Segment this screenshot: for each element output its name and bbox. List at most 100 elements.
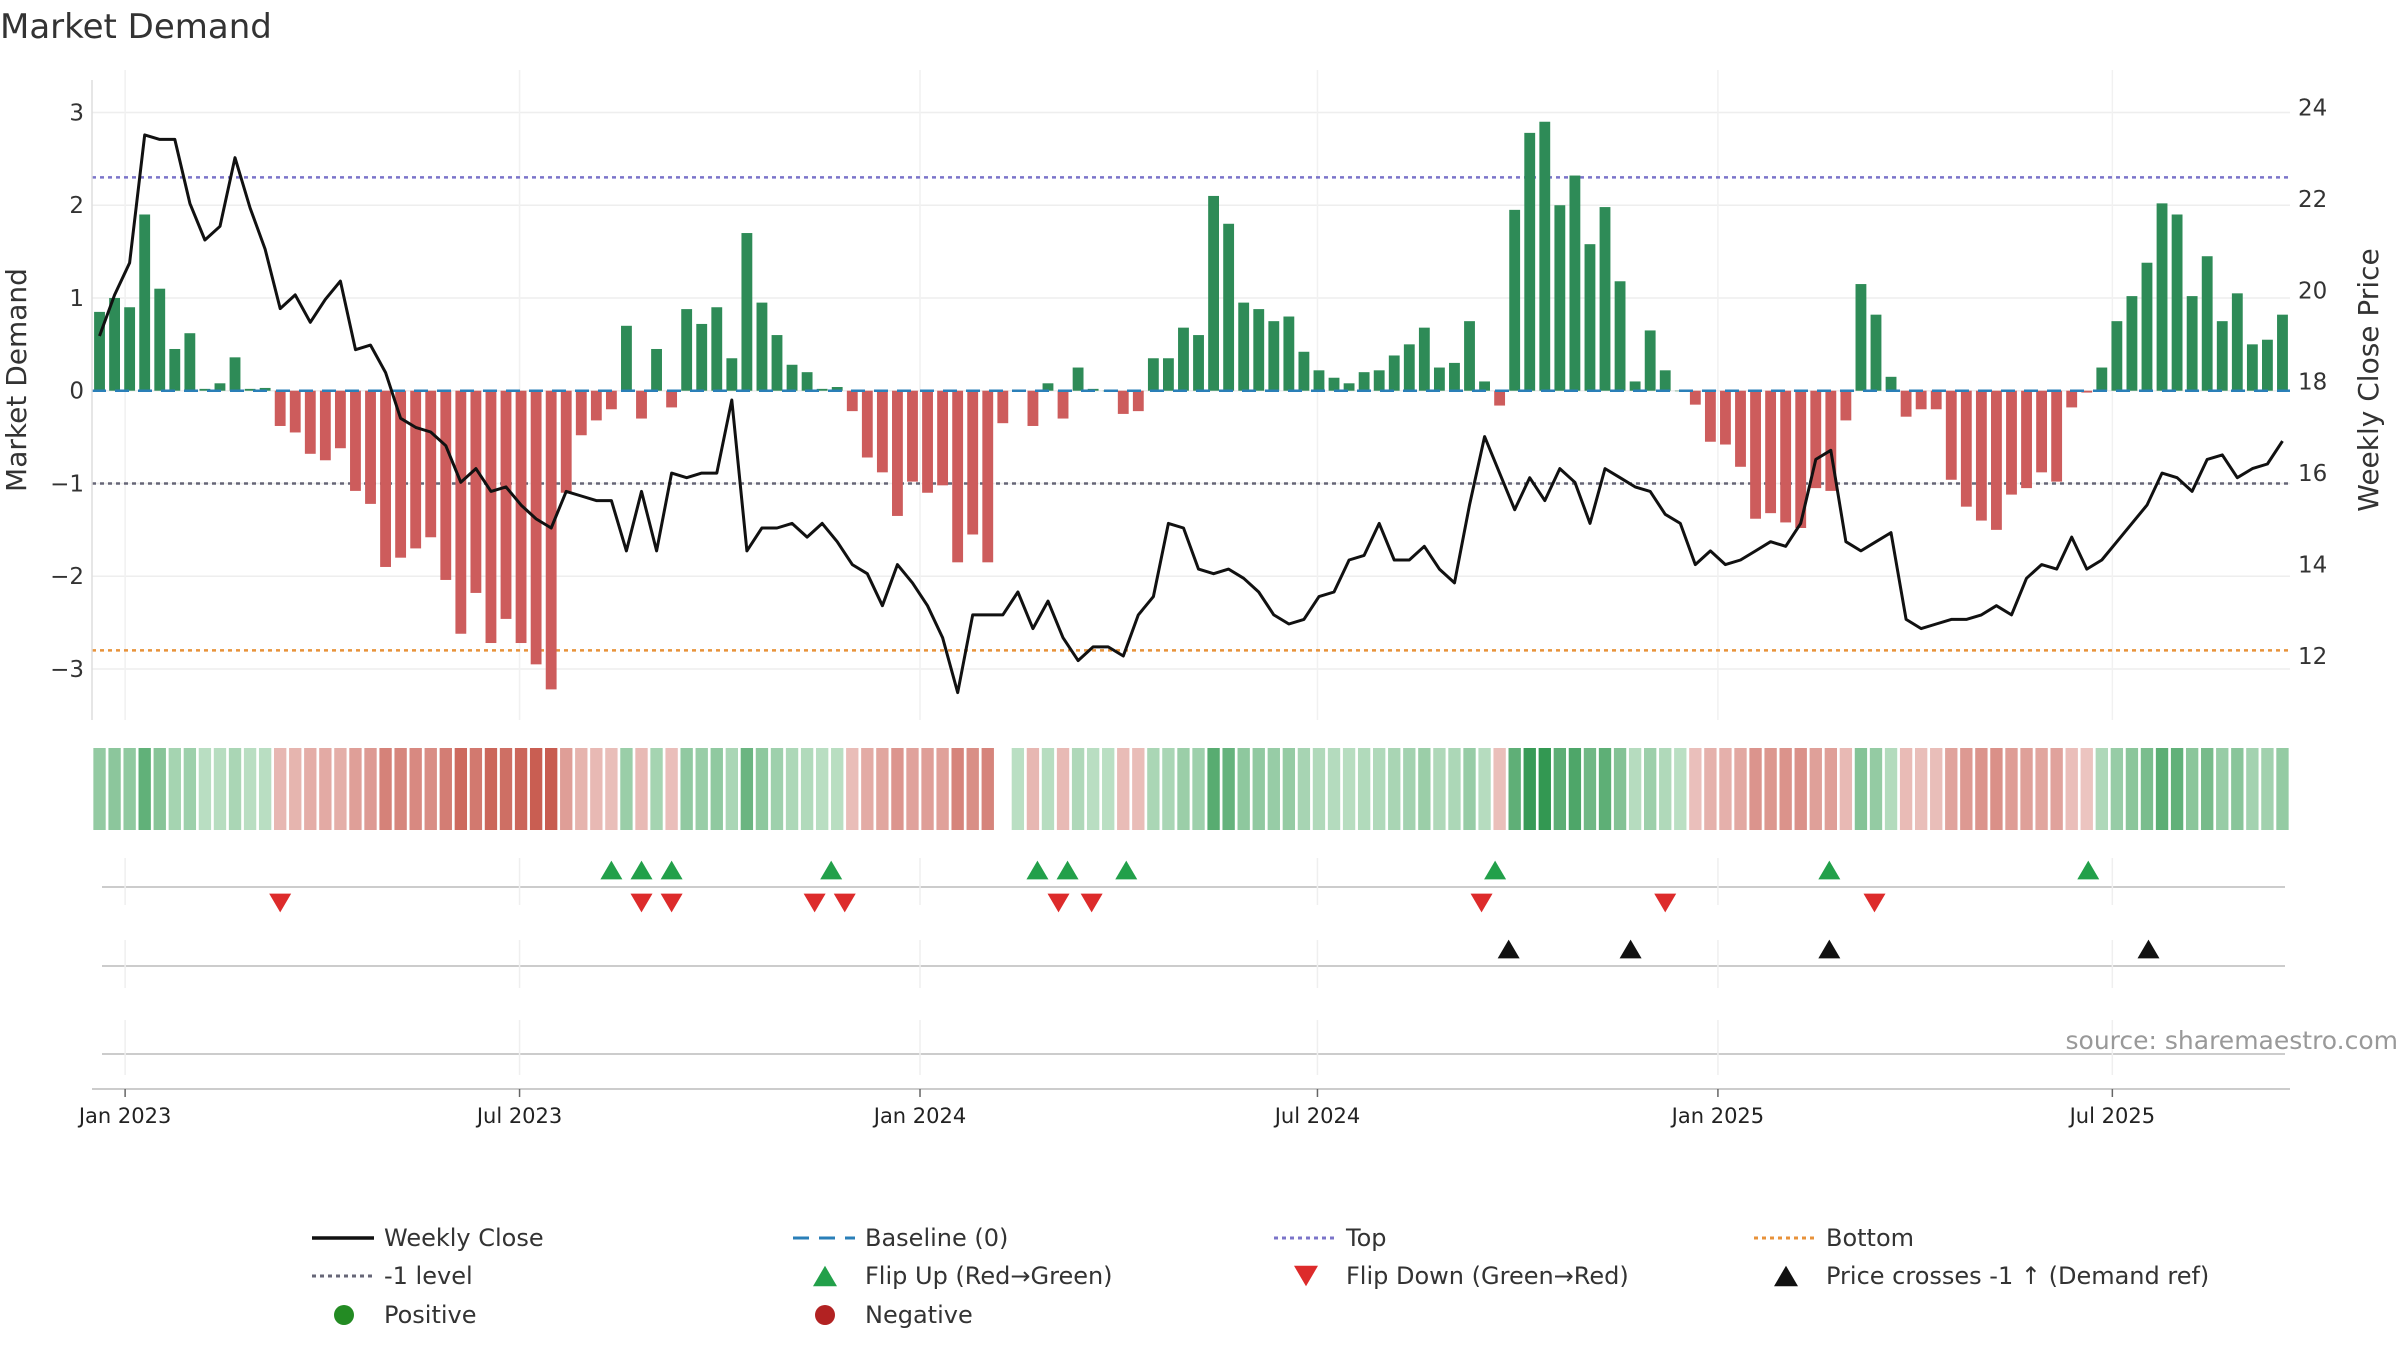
heat-cell <box>108 748 121 830</box>
heat-cell <box>650 748 663 830</box>
demand-bar <box>2261 339 2273 391</box>
demand-bar <box>1298 351 1310 391</box>
demand-bar <box>2141 262 2153 391</box>
demand-bar <box>2277 314 2288 391</box>
demand-bar <box>289 390 301 433</box>
demand-heat-strip <box>93 748 2289 830</box>
heat-cell <box>2095 748 2108 830</box>
heat-cell <box>2276 748 2289 830</box>
price-cross-marker <box>1818 939 1841 959</box>
heat-cell <box>529 748 543 830</box>
heat-cell <box>2110 748 2124 830</box>
y-tick-left: 3 <box>69 100 84 126</box>
demand-bar <box>1238 302 1250 391</box>
heat-cell <box>1523 748 1536 830</box>
heat-cell <box>198 748 212 830</box>
demand-bar <box>425 390 437 538</box>
flip-down-marker <box>833 893 856 913</box>
demand-bar <box>2096 367 2108 391</box>
demand-bar <box>1208 195 1220 391</box>
demand-bar <box>1720 390 1731 445</box>
demand-bar <box>741 233 753 391</box>
demand-bar <box>1870 314 1882 391</box>
x-tick-label: Jan 2023 <box>77 1104 172 1128</box>
heat-cell <box>1553 748 1567 830</box>
demand-bar <box>1223 223 1235 391</box>
demand-bar <box>831 387 843 391</box>
demand-bar <box>982 390 994 563</box>
demand-bar <box>2156 203 2168 391</box>
heat-cell <box>846 748 859 830</box>
heat-cell <box>2080 748 2093 830</box>
legend-item: Positive <box>334 1301 477 1329</box>
heat-cell <box>1222 748 1235 830</box>
heat-cell <box>590 748 603 830</box>
heat-cell <box>1478 748 1491 830</box>
legend-label: Negative <box>865 1301 973 1329</box>
heat-cell <box>2065 748 2078 830</box>
heat-cell <box>514 748 528 830</box>
heat-cell <box>1749 748 1762 830</box>
flip-down-marker <box>1470 893 1493 913</box>
heat-cell <box>1237 748 1250 830</box>
demand-bar <box>2021 390 2032 489</box>
heat-cell <box>831 748 844 830</box>
heat-cell <box>1162 748 1175 830</box>
heat-cell <box>183 748 197 830</box>
heat-cell <box>2261 748 2274 830</box>
heat-cell <box>2155 748 2169 830</box>
flip-up-marker <box>820 860 843 880</box>
heat-cell <box>1794 748 1807 830</box>
demand-bar <box>2111 321 2123 391</box>
demand-bar <box>1629 381 1641 391</box>
legend-item: Weekly Close <box>312 1224 544 1252</box>
legend-label: Flip Down (Green→Red) <box>1346 1262 1629 1290</box>
demand-bar <box>636 390 647 419</box>
heat-cell <box>394 748 407 830</box>
x-tick-label: Jul 2025 <box>2068 1104 2155 1128</box>
demand-bar <box>681 309 693 391</box>
heat-cell <box>258 748 272 830</box>
heat-cell <box>695 748 708 830</box>
demand-bar <box>756 302 768 391</box>
heat-cell <box>454 748 468 830</box>
heat-cell <box>575 748 588 830</box>
demand-bar <box>1358 372 1370 391</box>
demand-bar <box>1689 390 1701 405</box>
heat-cell <box>1117 748 1130 830</box>
demand-bar <box>1072 367 1084 391</box>
heat-cell <box>213 748 227 830</box>
heat-cell <box>1297 748 1311 830</box>
demand-bar <box>1283 316 1295 391</box>
legend-swatch <box>1294 1265 1318 1287</box>
demand-bar <box>500 390 512 619</box>
heat-cell <box>1839 748 1853 830</box>
demand-bar <box>244 388 256 391</box>
demand-bar <box>952 390 964 563</box>
flip-up-marker <box>630 860 653 880</box>
heat-cell <box>2140 748 2154 830</box>
flip-up-marker <box>1818 860 1841 880</box>
heat-cell <box>93 748 106 830</box>
demand-bar <box>1117 390 1129 414</box>
flip-up-marker <box>1026 860 1049 880</box>
flip-down-marker <box>1080 893 1103 913</box>
demand-bar <box>2201 256 2213 391</box>
legend-label: Weekly Close <box>384 1224 544 1252</box>
heat-cell <box>1854 748 1868 830</box>
x-tick-label: Jul 2023 <box>475 1104 562 1128</box>
demand-bar <box>892 390 903 516</box>
heat-cell <box>1132 748 1145 830</box>
heat-cell <box>1373 748 1386 830</box>
source-attribution: source: sharemaestro.com <box>2066 1026 2399 1055</box>
heat-cell <box>1764 748 1777 830</box>
heat-cell <box>770 748 784 830</box>
heat-cell <box>1448 748 1461 830</box>
legend-label: -1 level <box>384 1262 473 1290</box>
demand-bars <box>94 121 2288 690</box>
legend-item: Flip Up (Red→Green) <box>813 1262 1113 1290</box>
demand-bar <box>2186 296 2198 391</box>
legend-item: Negative <box>815 1301 973 1329</box>
price-cross-marker <box>1619 939 1642 959</box>
heat-cell <box>364 748 377 830</box>
